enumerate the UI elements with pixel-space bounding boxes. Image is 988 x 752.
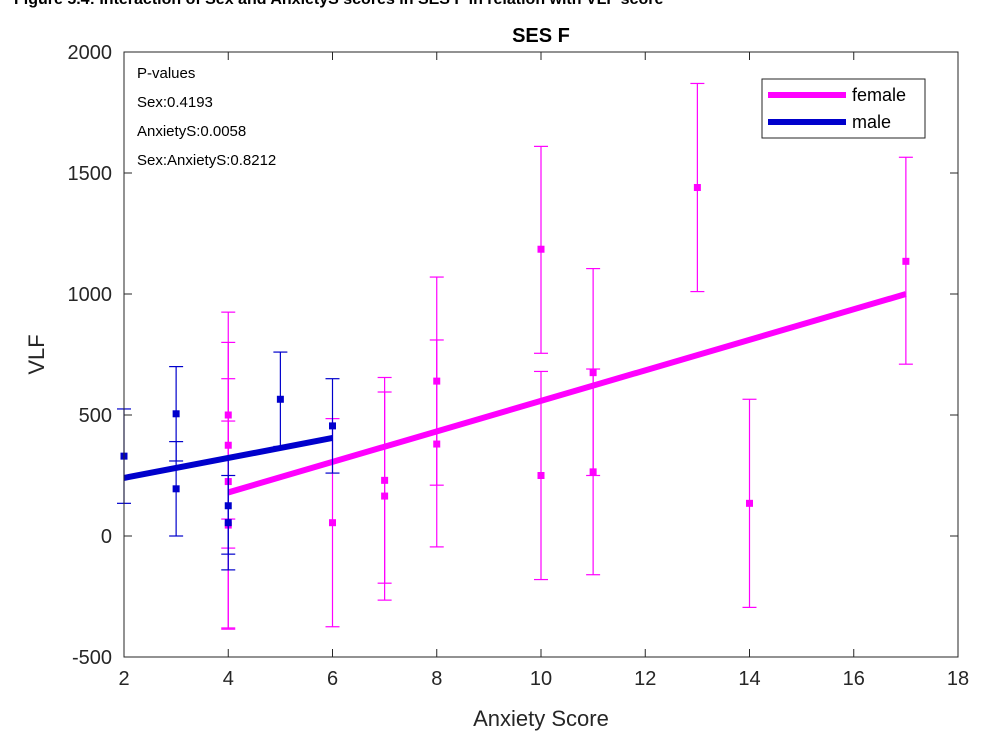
y-tick-label: 0 xyxy=(101,526,112,548)
data-point xyxy=(693,184,701,192)
data-point xyxy=(172,410,180,418)
data-point xyxy=(329,422,336,430)
series-layer xyxy=(117,82,913,630)
x-tick-label: 2 xyxy=(118,668,129,690)
data-point xyxy=(276,395,284,403)
annotation-line: Sex:AnxietyS:0.8212 xyxy=(137,152,276,169)
axes: 2 4 6 8 10 12 14 16 18 -500 0 500 1000 1500 2000 xyxy=(68,42,970,690)
data-point xyxy=(433,440,441,448)
annotation-line: Sex:0.4193 xyxy=(137,94,213,111)
figure-caption: Figure 5.4: Interaction of Sex and Anxie… xyxy=(14,0,988,11)
data-point xyxy=(902,257,910,265)
data-point xyxy=(172,485,180,493)
data-point xyxy=(381,492,389,500)
x-tick-label: 10 xyxy=(530,668,552,690)
y-tick-label: 2000 xyxy=(68,42,113,64)
data-point xyxy=(329,519,336,527)
legend-box xyxy=(761,78,926,139)
x-tick-label: 14 xyxy=(738,668,760,690)
legend-label: male xyxy=(852,112,891,132)
fit-line xyxy=(227,291,907,496)
x-tick-label: 4 xyxy=(223,668,234,690)
data-point xyxy=(537,472,545,479)
annotation-line: P-values xyxy=(137,65,195,82)
y-axis-title: VLF xyxy=(24,334,49,374)
p-values-annotation: P-values Sex:0.4193 AnxietyS:0.0058 Sex:Anx… xyxy=(137,65,276,169)
y-tick-label: 500 xyxy=(79,405,112,427)
x-tick-label: 8 xyxy=(431,668,442,690)
y-tick-label: 1000 xyxy=(68,284,113,306)
y-tick-label: 1500 xyxy=(68,163,113,185)
data-point xyxy=(589,468,597,476)
fit-line xyxy=(123,435,334,481)
data-point xyxy=(224,519,232,527)
data-point xyxy=(746,499,753,507)
x-tick-label: 12 xyxy=(634,668,656,690)
legend: female male xyxy=(761,78,926,139)
x-tick-label: 6 xyxy=(327,668,338,690)
chart-title: SES F xyxy=(512,25,570,47)
legend-label: female xyxy=(852,85,906,105)
x-axis-title: Anxiety Score xyxy=(473,706,609,731)
y-tick-label: -500 xyxy=(72,647,112,669)
data-point xyxy=(537,245,545,253)
x-tick-label: 16 xyxy=(843,668,865,690)
x-tick-label: 18 xyxy=(947,668,969,690)
annotation-line: AnxietyS:0.0058 xyxy=(137,123,246,140)
